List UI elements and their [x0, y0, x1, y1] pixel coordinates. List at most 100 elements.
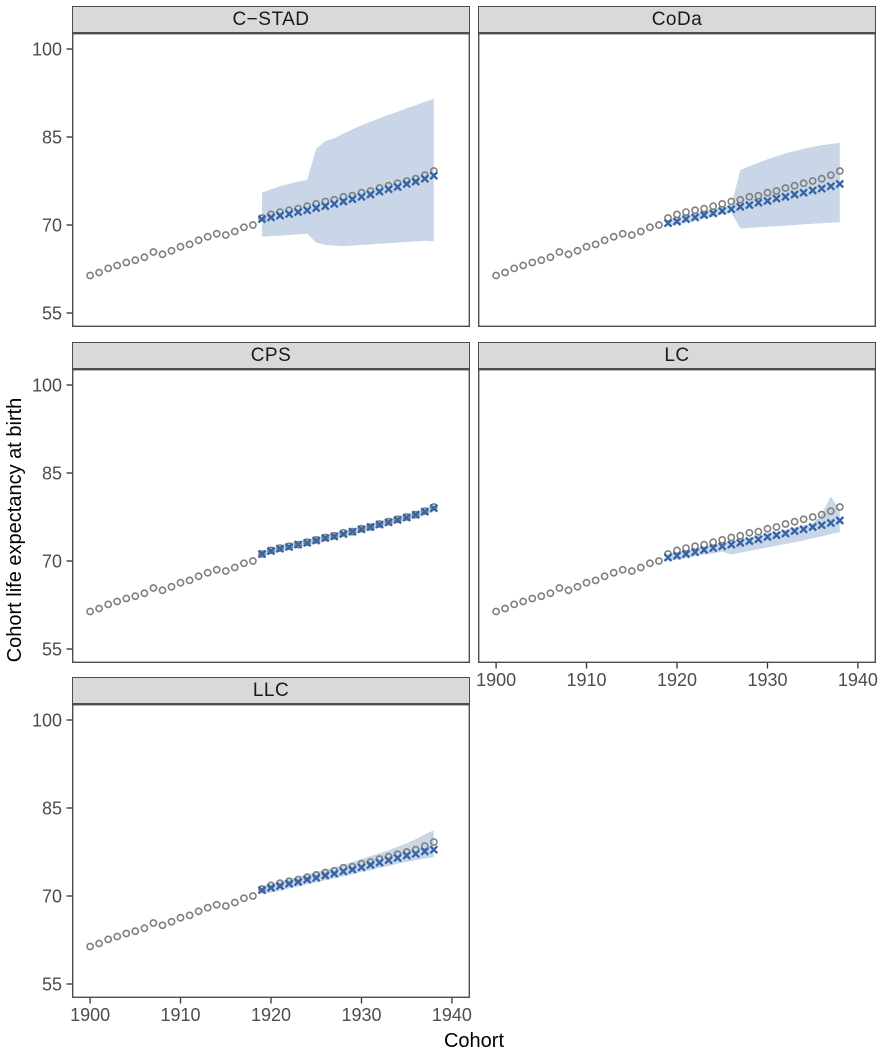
- observed-point: [104, 600, 113, 609]
- observed-point: [618, 229, 627, 238]
- forecast-x-marks: [257, 503, 439, 559]
- observed-point: [122, 594, 131, 603]
- observed-point: [573, 246, 582, 255]
- observed-point: [95, 604, 103, 613]
- observed-point: [203, 568, 212, 577]
- facet-strip: LLC: [72, 677, 470, 704]
- y-tick-label: 70: [42, 215, 62, 235]
- observed-point: [555, 584, 564, 592]
- forecast-x-marks: [663, 179, 845, 228]
- observed-point: [817, 174, 826, 183]
- observed-point: [528, 594, 537, 603]
- observed-point: [582, 578, 591, 587]
- observed-point: [194, 572, 203, 581]
- observed-point: [718, 535, 727, 544]
- observed-point: [248, 892, 257, 900]
- x-tick-label: 1940: [432, 1005, 472, 1025]
- observed-point: [772, 187, 781, 195]
- facet-strip-label: CPS: [250, 344, 292, 366]
- facet-strip-label: CoDa: [651, 8, 703, 30]
- observed-point: [149, 919, 158, 927]
- observed-point: [113, 932, 122, 941]
- observed-point: [420, 842, 429, 850]
- observed-point: [203, 232, 212, 241]
- observed-point: [501, 604, 509, 613]
- x-tick-label: 1910: [566, 670, 606, 690]
- observed-point: [357, 524, 366, 533]
- confidence-ribbon: [262, 98, 434, 247]
- observed-point: [167, 582, 176, 591]
- facet-plot: 100 85 70 55: [32, 32, 471, 328]
- observed-point: [221, 231, 230, 239]
- facet-strip: CPS: [72, 342, 470, 369]
- facet-strip: LC: [478, 342, 876, 369]
- observed-point: [185, 911, 194, 920]
- observed-point: [664, 214, 672, 222]
- y-tick-label: 100: [32, 375, 62, 395]
- observed-point: [546, 253, 555, 262]
- facet-lc: LC 1900 1910 1920 1930 1940: [476, 342, 878, 690]
- observed-point: [140, 924, 149, 933]
- observed-point: [582, 242, 591, 251]
- observed-point: [501, 268, 509, 277]
- observed-point: [790, 181, 799, 190]
- facet-llc: LLC 100 85 70 55 1900 1910 1920 1930 1940: [32, 677, 472, 1025]
- observed-point: [176, 578, 185, 587]
- y-tick-label: 100: [32, 710, 62, 730]
- observed-point: [239, 223, 248, 232]
- observed-point: [564, 250, 573, 259]
- y-tick-label: 85: [42, 463, 62, 483]
- x-tick-label: 1930: [341, 1005, 381, 1025]
- observed-point: [636, 563, 645, 572]
- observed-point: [510, 600, 519, 609]
- observed-point: [573, 582, 582, 591]
- observed-point: [167, 246, 176, 255]
- observed-point: [654, 221, 663, 229]
- observed-point: [546, 589, 555, 598]
- observed-point: [537, 256, 546, 265]
- observed-point: [375, 520, 384, 528]
- observed-point: [258, 550, 266, 558]
- observed-point: [149, 584, 158, 592]
- observed-point: [609, 232, 618, 241]
- observed-point: [212, 229, 221, 238]
- observed-point: [799, 515, 808, 524]
- observed-point: [510, 264, 519, 273]
- facet-plot: [477, 32, 877, 328]
- x-tick-label: 1940: [838, 670, 878, 690]
- observed-point: [718, 199, 727, 208]
- panel-border: [71, 368, 471, 664]
- observed-point: [591, 240, 600, 249]
- observed-point: [113, 261, 122, 270]
- observed-point: [700, 204, 708, 213]
- facet-plot: 1900 1910 1920 1930 1940: [476, 368, 878, 690]
- y-tick-label: 55: [42, 303, 62, 323]
- observed-point: [402, 513, 411, 521]
- y-tick-label: 85: [42, 798, 62, 818]
- observed-point: [763, 524, 772, 533]
- observed-point: [167, 917, 176, 926]
- observed-point: [158, 586, 167, 595]
- observed-point: [700, 540, 708, 549]
- observed-point: [95, 268, 103, 277]
- observed-point: [627, 231, 636, 239]
- forecast-x-marks: [663, 516, 845, 562]
- observed-point: [420, 507, 429, 515]
- observed-point: [781, 520, 790, 528]
- observed-point: [618, 565, 627, 574]
- observed-point: [158, 250, 167, 259]
- observed-point: [591, 576, 600, 585]
- observed-point: [727, 533, 736, 542]
- observed-point: [654, 557, 663, 565]
- observed-point: [104, 264, 113, 273]
- observed-point: [600, 572, 609, 581]
- facet-cps: CPS 100 85 70 55: [32, 342, 471, 664]
- observed-point: [645, 559, 654, 568]
- observed-point: [86, 271, 94, 280]
- observed-point: [276, 544, 284, 552]
- observed-point: [95, 939, 103, 948]
- observed-point: [709, 538, 718, 547]
- observed-point: [86, 607, 94, 616]
- x-axis-title: Cohort: [443, 1030, 505, 1052]
- facet-strip: C−STAD: [72, 6, 470, 33]
